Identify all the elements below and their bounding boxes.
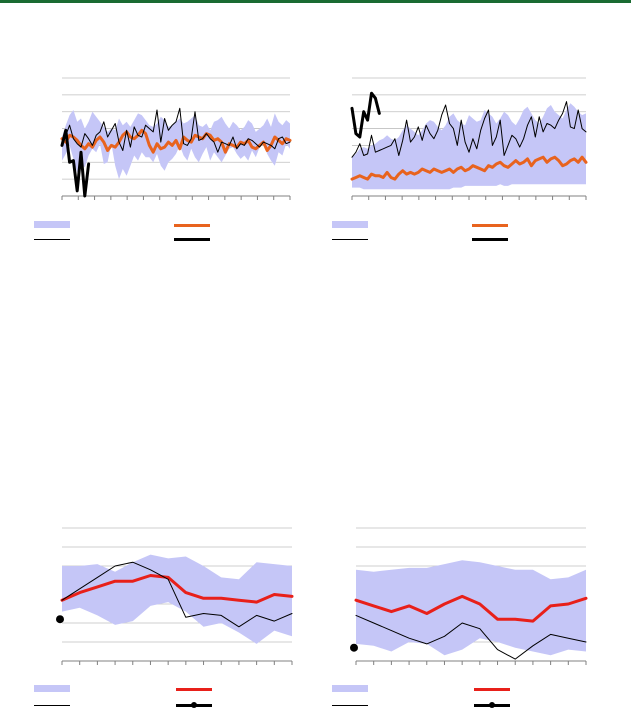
range-band bbox=[352, 103, 586, 190]
range-band bbox=[356, 560, 586, 656]
series-point bbox=[350, 643, 358, 652]
legend-bottom-left bbox=[34, 684, 294, 710]
legend-top-left bbox=[34, 220, 294, 244]
chart-top-right bbox=[350, 77, 588, 200]
series-line-red-thick bbox=[354, 594, 588, 623]
series-line-black-thin bbox=[351, 101, 587, 158]
series-line-black-thick bbox=[350, 91, 381, 139]
series-point bbox=[56, 615, 64, 624]
series-line-black-thin bbox=[61, 107, 291, 153]
series-line-red-thick bbox=[60, 574, 294, 604]
legend-bottom-right bbox=[332, 684, 592, 710]
series-line-orange-thick bbox=[350, 155, 588, 181]
legend-top-right bbox=[332, 220, 592, 244]
chart-bottom-right bbox=[350, 527, 588, 665]
series-line-black-thick bbox=[60, 128, 91, 198]
chart-top-left bbox=[60, 77, 292, 200]
series-line-black-thin bbox=[61, 561, 293, 628]
range-band bbox=[62, 110, 290, 180]
top-accent-bar bbox=[0, 0, 631, 3]
series-line-orange-thick bbox=[60, 128, 292, 154]
series-line-black-thin bbox=[355, 614, 587, 660]
chart-bottom-left bbox=[56, 527, 294, 665]
